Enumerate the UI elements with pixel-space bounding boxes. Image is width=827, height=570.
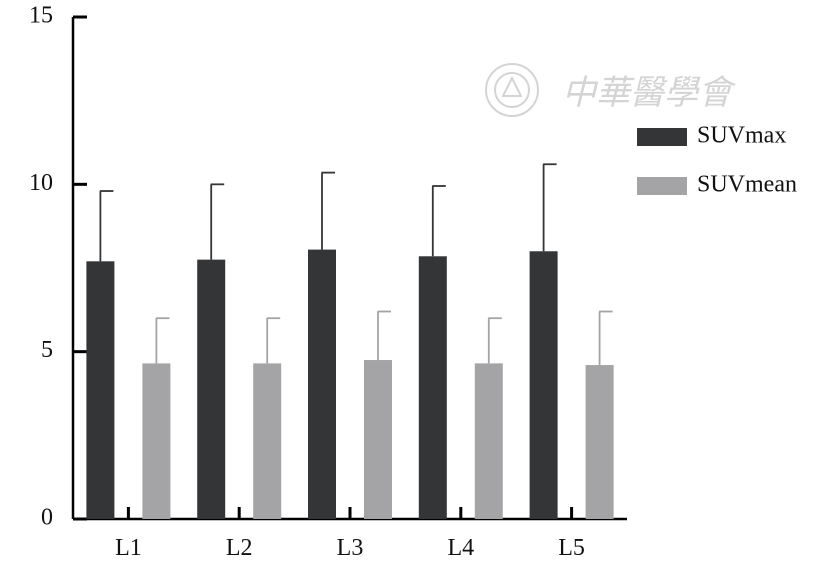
bars bbox=[86, 163, 614, 520]
axes: 0 5 10 15 L1 L2 L3 L4 L5 bbox=[29, 3, 627, 561]
y-tick-label: 0 bbox=[41, 505, 53, 531]
x-tick-label: L4 bbox=[447, 535, 474, 561]
y-tick-label: 10 bbox=[29, 170, 53, 196]
watermark: 中華醫學會 bbox=[485, 63, 737, 117]
bar-suvmax bbox=[86, 261, 115, 519]
y-tick-label: 15 bbox=[29, 3, 53, 29]
legend-swatch-suvmean bbox=[637, 177, 687, 195]
society-seal-icon bbox=[485, 63, 539, 117]
x-tick-label: L1 bbox=[115, 535, 142, 561]
bar-suvmax bbox=[418, 256, 447, 519]
watermark-text: 中華醫學會 bbox=[562, 73, 737, 113]
x-tick-label: L3 bbox=[337, 535, 364, 561]
bar-suvmean bbox=[585, 365, 614, 519]
bar-suvmean bbox=[253, 363, 282, 519]
bar-suvmean bbox=[364, 360, 392, 519]
bar-suvmax bbox=[197, 259, 226, 519]
legend: SUVmax SUVmean bbox=[637, 123, 797, 198]
y-tick-label: 5 bbox=[41, 337, 53, 363]
legend-label: SUVmax bbox=[697, 123, 786, 149]
bar-suvmax bbox=[308, 249, 336, 520]
x-tick-label: L5 bbox=[558, 535, 585, 561]
x-tick-label: L2 bbox=[226, 535, 253, 561]
legend-label: SUVmean bbox=[697, 172, 797, 198]
bar-suvmean bbox=[474, 363, 503, 519]
bar-suvmean bbox=[142, 363, 171, 519]
legend-swatch-suvmax bbox=[637, 128, 687, 146]
bar-suvmax bbox=[529, 251, 558, 519]
